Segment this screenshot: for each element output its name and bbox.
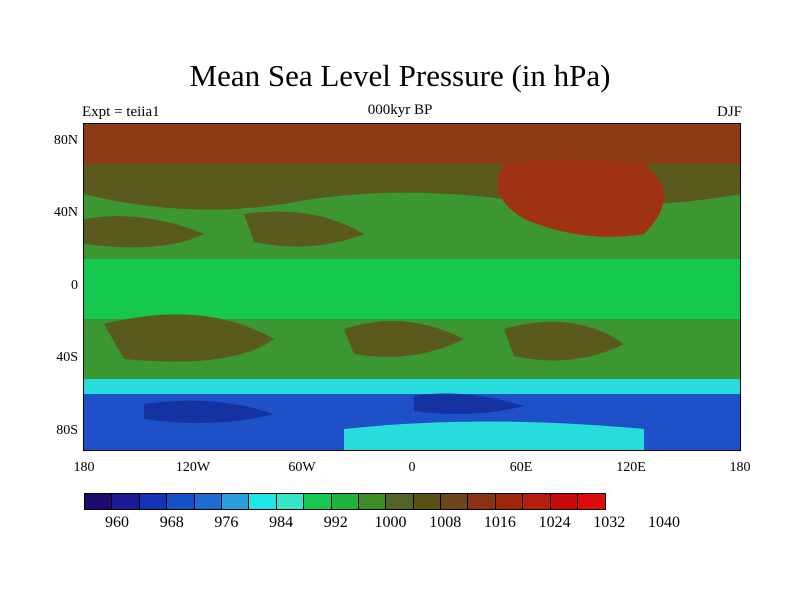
- colorbar-swatch: [139, 494, 168, 509]
- colorbar-swatch: [441, 494, 469, 509]
- colorbar-label: 968: [159, 514, 184, 531]
- colorbar-swatch: [358, 494, 387, 509]
- lon-label-120e: 120E: [616, 460, 646, 475]
- lon-label-0: 0: [408, 460, 416, 475]
- period-label: 000kyr BP: [367, 102, 433, 118]
- antarctic-high: [344, 421, 644, 450]
- colorbar-swatch: [386, 494, 414, 509]
- southern-ocean-low: [84, 379, 740, 395]
- colorbar-swatch: [194, 494, 222, 509]
- lon-label-180-east: 180: [729, 460, 751, 475]
- colorbar-label: 992: [323, 514, 348, 531]
- lon-label-120w: 120W: [175, 460, 211, 475]
- lon-label-60e: 60E: [509, 460, 533, 475]
- lat-label-40n: 40N: [53, 205, 78, 220]
- colorbar-swatch: [112, 494, 140, 509]
- pacific-subtropical-high: [84, 216, 204, 248]
- indian-ocean-high: [504, 321, 624, 361]
- colorbar-label: 1032: [593, 514, 626, 531]
- deep-low-east: [414, 393, 524, 415]
- colorbar-swatch: [304, 494, 332, 509]
- pressure-map: [83, 123, 741, 451]
- colorbar-swatch: [468, 494, 496, 509]
- colorbar-label: 984: [269, 514, 294, 531]
- colorbar-swatch: [550, 494, 579, 509]
- colorbar-label: 976: [214, 514, 239, 531]
- colorbar: [84, 493, 607, 510]
- colorbar-swatch: [413, 494, 442, 509]
- lat-label-0: 0: [71, 278, 78, 293]
- colorbar-swatch: [249, 494, 277, 509]
- colorbar-swatch: [167, 494, 195, 509]
- colorbar-label: 1000: [374, 514, 407, 531]
- lon-label-180-west: 180: [73, 460, 95, 475]
- south-pacific-high: [104, 314, 274, 362]
- colorbar-label: 1016: [483, 514, 516, 531]
- lon-label-60w: 60W: [288, 460, 316, 475]
- siberian-high: [497, 159, 664, 237]
- colorbar-swatch: [221, 494, 250, 509]
- colorbar-swatch: [85, 494, 113, 509]
- colorbar-swatch: [276, 494, 305, 509]
- colorbar-label: 960: [105, 514, 129, 531]
- deep-low-center: [144, 400, 274, 423]
- tropical-band: [84, 259, 740, 319]
- colorbar-swatch: [523, 494, 551, 509]
- arctic-high: [84, 124, 740, 164]
- lat-label-80n: 80N: [53, 133, 78, 148]
- pressure-map-svg: [84, 124, 740, 450]
- lat-label-40s: 40S: [56, 350, 78, 365]
- season-label: DJF: [716, 104, 742, 120]
- atlantic-subtropical-high: [244, 211, 364, 247]
- lat-label-80s: 80S: [56, 423, 78, 438]
- colorbar-swatch: [331, 494, 359, 509]
- colorbar-label: 1040: [648, 514, 680, 531]
- map-title: Mean Sea Level Pressure (in hPa): [189, 58, 611, 93]
- colorbar-label: 1024: [538, 514, 571, 531]
- colorbar-swatch: [578, 494, 606, 509]
- experiment-label: Expt = teiia1: [82, 104, 160, 120]
- south-atlantic-high: [344, 321, 464, 357]
- colorbar-swatch: [495, 494, 524, 509]
- colorbar-label: 1008: [429, 514, 462, 531]
